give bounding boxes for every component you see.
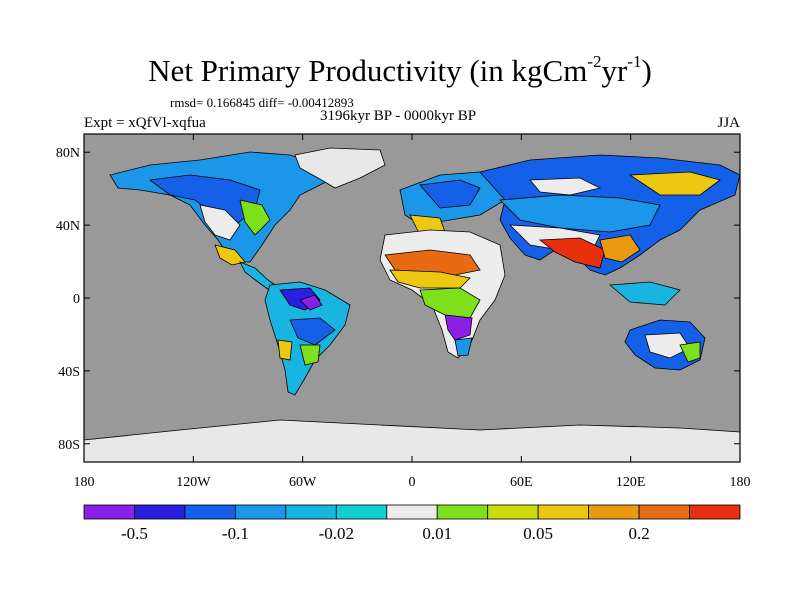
lon-label: 120E [616, 475, 646, 490]
colorbar-swatch [83, 504, 135, 520]
colorbar-swatch [184, 504, 236, 520]
colorbar-label: -0.02 [319, 524, 354, 543]
colorbar-swatch [537, 504, 590, 520]
colorbar-label: 0.01 [422, 524, 452, 543]
period-label: 3196kyr BP - 0000kyr BP [320, 108, 477, 124]
colorbar-swatch [588, 504, 640, 520]
lon-label: 120W [176, 475, 211, 490]
colorbar-swatch [436, 504, 489, 520]
stats-line: rmsd= 0.166845 diff= -0.00412893 [170, 95, 354, 110]
lon-label: 0 [409, 475, 416, 490]
experiment-label: Expt = xQfVl-xqfua [84, 115, 206, 131]
lon-label: 180 [730, 475, 751, 490]
longitude-axis: 180 120W 60W 0 60E 120E 180 [74, 134, 751, 490]
colorbar-swatch [234, 504, 287, 520]
colorbar-swatch [638, 504, 690, 520]
colorbar-swatch [689, 504, 741, 520]
lon-label: 60W [289, 475, 317, 490]
greenland [294, 147, 386, 189]
colorbar-swatch [335, 504, 388, 520]
season-label: JJA [717, 115, 740, 131]
colorbar-label: -0.1 [222, 524, 249, 543]
colorbar-swatch [285, 504, 337, 520]
lon-label: 180 [74, 475, 95, 490]
lat-label: 0 [73, 292, 80, 307]
lat-label: 80N [56, 146, 80, 161]
colorbar-label: 0.2 [628, 524, 649, 543]
colorbar-label: 0.05 [523, 524, 553, 543]
lon-label: 60E [510, 475, 533, 490]
colorbar-swatch [134, 504, 186, 520]
latitude-axis: 80N 40N 0 40S 80S [56, 146, 740, 453]
colorbar-swatch [386, 504, 438, 520]
lat-label: 40S [58, 365, 80, 380]
chart-title: Net Primary Productivity (in kgCm-2yr-1) [148, 52, 652, 88]
colorbar-swatch [487, 504, 539, 520]
lat-label: 40N [56, 219, 80, 234]
colorbar: -0.5 -0.1 -0.02 0.01 0.05 0.2 [83, 504, 741, 543]
colorbar-label: -0.5 [121, 524, 148, 543]
lat-label: 80S [58, 438, 80, 453]
